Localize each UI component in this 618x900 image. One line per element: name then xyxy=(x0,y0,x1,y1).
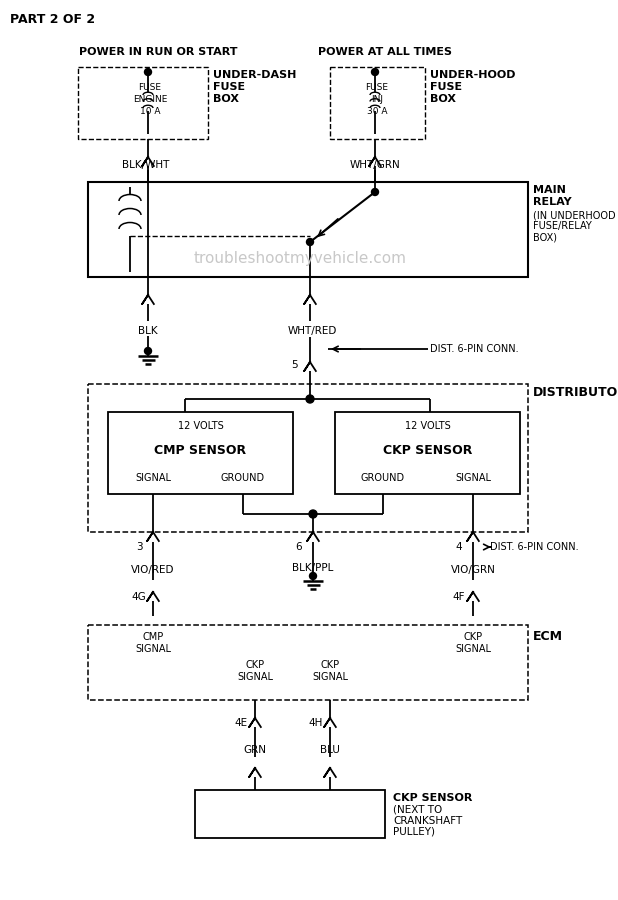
Text: GROUND: GROUND xyxy=(361,473,405,483)
Bar xyxy=(88,182,528,277)
Circle shape xyxy=(307,238,313,246)
Text: BOX: BOX xyxy=(430,94,456,104)
Text: INJ: INJ xyxy=(371,94,383,104)
Text: 4G: 4G xyxy=(132,592,146,602)
Text: CMP
SIGNAL: CMP SIGNAL xyxy=(135,632,171,653)
Text: FUSE: FUSE xyxy=(213,82,245,92)
Text: BLK/PPL: BLK/PPL xyxy=(292,563,334,573)
Text: 12 VOLTS: 12 VOLTS xyxy=(177,421,223,431)
Text: SIGNAL: SIGNAL xyxy=(135,473,171,483)
Bar xyxy=(195,790,385,838)
Text: FUSE: FUSE xyxy=(365,83,389,92)
Text: 5: 5 xyxy=(290,360,297,370)
Text: 6: 6 xyxy=(295,542,302,552)
Text: FUSE/RELAY: FUSE/RELAY xyxy=(533,221,592,231)
Text: WHT/GRN: WHT/GRN xyxy=(350,160,400,170)
Text: UNDER-HOOD: UNDER-HOOD xyxy=(430,70,515,80)
Text: 30 A: 30 A xyxy=(366,106,387,115)
Text: PART 2 OF 2: PART 2 OF 2 xyxy=(10,13,95,26)
Circle shape xyxy=(145,347,151,355)
Text: 4F: 4F xyxy=(453,592,465,602)
Bar xyxy=(88,625,528,700)
Text: ECM: ECM xyxy=(533,631,563,644)
Text: 4H: 4H xyxy=(309,718,323,728)
Text: VIO/GRN: VIO/GRN xyxy=(451,565,496,575)
Text: 4E: 4E xyxy=(234,718,248,728)
Text: GROUND: GROUND xyxy=(221,473,265,483)
Text: MAIN: MAIN xyxy=(533,185,566,195)
Bar xyxy=(78,67,208,139)
Text: VIO/RED: VIO/RED xyxy=(131,565,175,575)
Circle shape xyxy=(145,68,151,76)
Text: POWER AT ALL TIMES: POWER AT ALL TIMES xyxy=(318,47,452,57)
Text: CKP
SIGNAL: CKP SIGNAL xyxy=(312,661,348,682)
Text: BLU: BLU xyxy=(320,745,340,755)
Text: PULLEY): PULLEY) xyxy=(393,827,435,837)
Text: 12 VOLTS: 12 VOLTS xyxy=(405,421,451,431)
Text: 3: 3 xyxy=(136,542,142,552)
Text: BLK: BLK xyxy=(138,326,158,336)
Bar xyxy=(108,412,293,494)
Text: UNDER-DASH: UNDER-DASH xyxy=(213,70,297,80)
Text: FUSE: FUSE xyxy=(430,82,462,92)
Bar xyxy=(88,384,528,532)
Circle shape xyxy=(310,572,316,580)
Text: DISTRIBUTOR: DISTRIBUTOR xyxy=(533,385,618,399)
Circle shape xyxy=(309,510,317,518)
Text: 10 A: 10 A xyxy=(140,106,160,115)
Text: DIST. 6-PIN CONN.: DIST. 6-PIN CONN. xyxy=(430,344,519,354)
Text: RELAY: RELAY xyxy=(533,197,572,207)
Text: GRN: GRN xyxy=(243,745,266,755)
Text: CMP SENSOR: CMP SENSOR xyxy=(154,444,247,456)
Bar xyxy=(335,412,520,494)
Text: FUSE: FUSE xyxy=(138,83,161,92)
Text: (IN UNDERHOOD: (IN UNDERHOOD xyxy=(533,210,616,220)
Text: POWER IN RUN OR START: POWER IN RUN OR START xyxy=(78,47,237,57)
Text: CRANKSHAFT: CRANKSHAFT xyxy=(393,816,462,826)
Text: WHT/RED: WHT/RED xyxy=(287,326,337,336)
Text: BLK/WHT: BLK/WHT xyxy=(122,160,170,170)
Text: (NEXT TO: (NEXT TO xyxy=(393,805,442,815)
Circle shape xyxy=(371,68,378,76)
Text: DIST. 6-PIN CONN.: DIST. 6-PIN CONN. xyxy=(490,542,578,552)
Text: CKP
SIGNAL: CKP SIGNAL xyxy=(455,632,491,653)
Circle shape xyxy=(306,395,314,403)
Text: ENGINE: ENGINE xyxy=(133,94,167,104)
Bar xyxy=(330,67,425,139)
Text: troubleshootmyvehicle.com: troubleshootmyvehicle.com xyxy=(193,250,407,266)
Text: SIGNAL: SIGNAL xyxy=(455,473,491,483)
Text: BOX: BOX xyxy=(213,94,239,104)
Text: BOX): BOX) xyxy=(533,232,557,242)
Text: CKP SENSOR: CKP SENSOR xyxy=(393,793,472,803)
Text: CKP
SIGNAL: CKP SIGNAL xyxy=(237,661,273,682)
Circle shape xyxy=(371,188,378,195)
Text: CKP SENSOR: CKP SENSOR xyxy=(383,444,472,456)
Text: 4: 4 xyxy=(455,542,462,552)
